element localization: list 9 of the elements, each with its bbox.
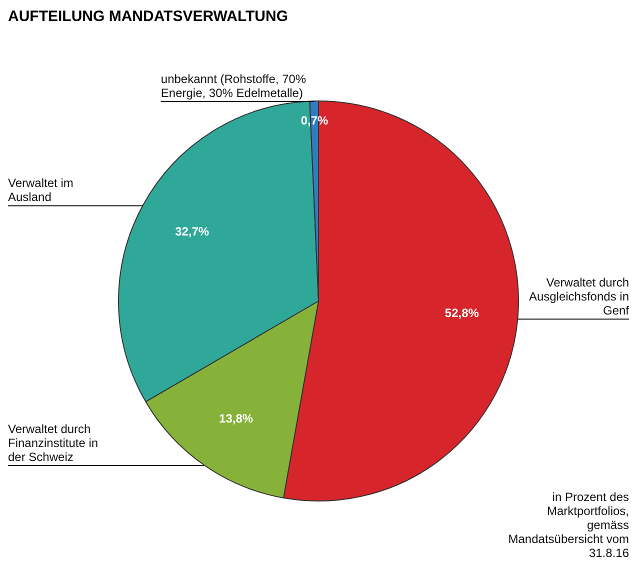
slice-label: Verwaltet durch Finanzinstitute in der Schweiz bbox=[8, 422, 98, 464]
data-label: 32,7% bbox=[175, 224, 210, 238]
data-label: 13,8% bbox=[219, 411, 254, 426]
data-label: 52,8% bbox=[444, 306, 480, 320]
chart-title: AUFTEILUNG MANDATSVERWALTUNG bbox=[8, 8, 289, 25]
text: in Prozent des Marktportfolios, gemäss Mandatsübersicht vom 31.8.16 bbox=[508, 490, 630, 560]
slice-label: Verwaltet durch Ausgleichsfonds in Genf bbox=[528, 276, 630, 318]
slice-label: unbekannt (Rohstoffe, 70% Energie, 30% Edelmetalle) bbox=[160, 72, 306, 100]
slice-label: Verwaltet im Ausland bbox=[8, 176, 74, 204]
